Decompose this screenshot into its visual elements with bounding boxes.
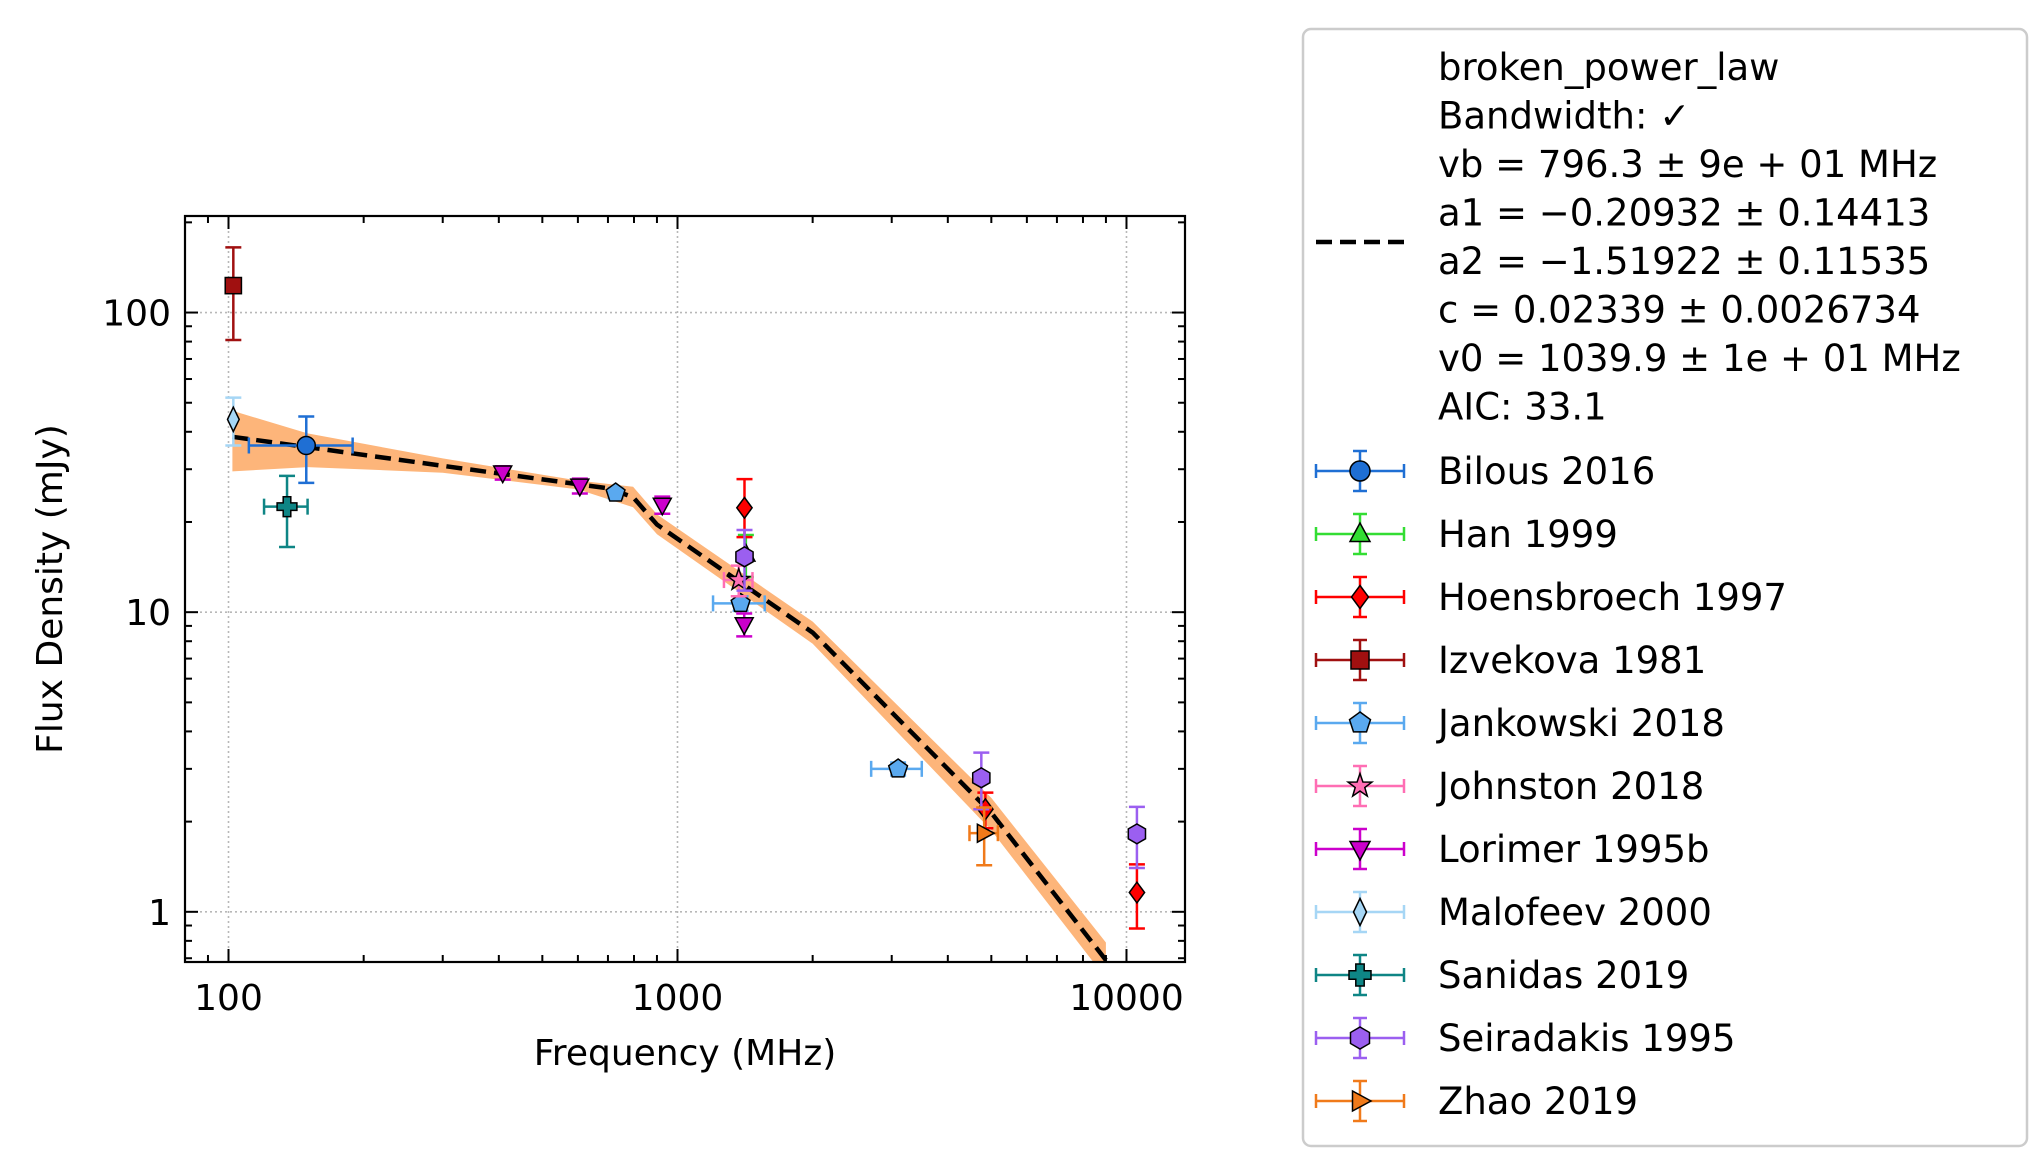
legend-label: Zhao 2019 [1438, 1080, 1638, 1123]
series-lorimer-1995b [492, 464, 755, 638]
legend-marker [1348, 711, 1372, 733]
series-izvekova-1981 [224, 246, 243, 342]
legend-marker [1351, 1089, 1373, 1113]
y-tick-label: 1 [148, 893, 171, 934]
fit-legend-line: Bandwidth: ✓ [1438, 95, 1690, 138]
legend-label: Bilous 2016 [1438, 450, 1655, 493]
data-point [735, 546, 754, 568]
fit-legend-line: a1 = −0.20932 ± 0.14413 [1438, 192, 1930, 235]
data-point [735, 496, 754, 520]
fit-legend-line: broken_power_law [1438, 46, 1779, 89]
data-point [296, 435, 317, 456]
data-point [224, 276, 243, 295]
plot-frame [183, 214, 1187, 964]
series-zhao-2019 [968, 806, 1000, 867]
fit-legend-line: AIC: 33.1 [1438, 386, 1607, 429]
legend-marker [1345, 771, 1375, 798]
legend-label: Malofeev 2000 [1438, 891, 1712, 934]
x-axis-label: Frequency (MHz) [534, 1033, 837, 1074]
y-tick-label: 100 [102, 294, 171, 335]
fit-legend-line: c = 0.02339 ± 0.0026734 [1438, 289, 1920, 332]
legend-label: Sanidas 2019 [1438, 954, 1689, 997]
data-point [276, 496, 298, 518]
data-point [226, 405, 241, 434]
plot-area: 100 1000 10000 1 10 100 [102, 214, 1187, 1019]
data-point [733, 616, 755, 636]
y-axis-label: Flux Density (mJy) [30, 424, 71, 754]
legend-marker [1352, 896, 1368, 928]
legend-marker [1349, 460, 1371, 482]
series-bilous-2016 [247, 415, 354, 485]
axis-ticks: 100 1000 10000 1 10 100 [102, 216, 1185, 1019]
series-hoensbroech-1997 [735, 477, 1146, 930]
data-point [605, 482, 626, 502]
legend: broken_power_law Bandwidth: ✓ vb = 796.3 ±… [1301, 27, 2029, 1148]
fit-layer [232, 410, 1108, 962]
legend-marker [1350, 650, 1370, 670]
data-point [492, 465, 513, 485]
legend-label: Seiradakis 1995 [1438, 1017, 1735, 1060]
legend-label: Hoensbroech 1997 [1438, 576, 1787, 619]
data-point [971, 767, 991, 789]
data-point [1128, 880, 1146, 905]
legend-label: Izvekova 1981 [1438, 639, 1706, 682]
data-point [730, 592, 751, 613]
legend-label: Lorimer 1995b [1438, 828, 1710, 871]
x-tick-label: 10000 [1069, 978, 1184, 1019]
data-point [569, 478, 591, 498]
data-point [652, 497, 673, 517]
series-seiradakis-1995 [735, 528, 1147, 870]
data-point [976, 822, 996, 844]
legend-label: Johnston 2018 [1436, 765, 1704, 808]
fit-uncertainty-band [232, 410, 1106, 962]
fit-legend-line: v0 = 1039.9 ± 1e + 01 MHz [1438, 337, 1961, 380]
data-point [725, 566, 752, 592]
series-malofeev-2000 [225, 396, 242, 447]
legend-marker [1348, 521, 1372, 543]
legend-label: Jankowski 2018 [1436, 702, 1725, 745]
legend-marker [1348, 963, 1372, 987]
legend-marker [1348, 840, 1372, 862]
fit-legend-line: vb = 796.3 ± 9e + 01 MHz [1438, 143, 1937, 186]
legend-marker [1349, 1026, 1371, 1050]
series-sanidas-2019 [262, 474, 309, 549]
legend-marker [1350, 584, 1370, 610]
data-point [887, 758, 909, 778]
y-tick-label: 10 [125, 593, 171, 634]
x-tick-label: 100 [194, 978, 263, 1019]
data-point [1127, 823, 1147, 845]
legend-label: Han 1999 [1438, 513, 1618, 556]
legend-frame [1301, 27, 2029, 1148]
series-jankowski-2018 [605, 482, 924, 778]
fit-legend-line: a2 = −1.51922 ± 0.11535 [1438, 240, 1930, 283]
fit-curve [232, 434, 1108, 962]
x-tick-label: 1000 [632, 978, 724, 1019]
